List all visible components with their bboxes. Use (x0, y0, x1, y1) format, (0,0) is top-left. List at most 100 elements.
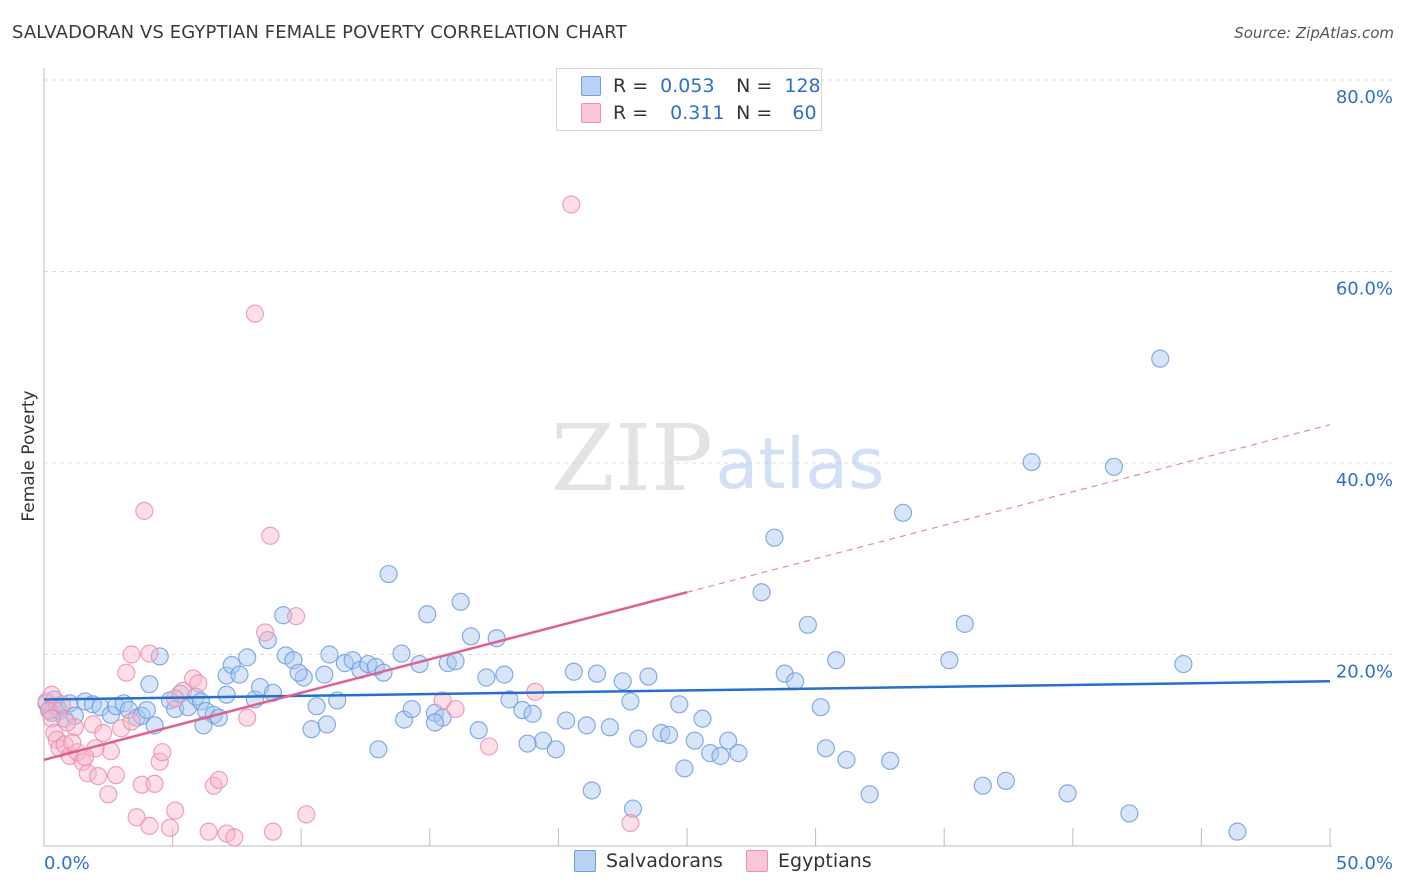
salvadoran-point (500, 690, 519, 709)
legend-r-label: R = (613, 75, 649, 97)
egyptian-point (112, 719, 131, 738)
salvadoran-point (837, 750, 856, 769)
egyptian-point (297, 805, 316, 824)
salvadoran-point (587, 664, 607, 683)
salvadoran-point (132, 706, 151, 725)
salvadoran-point (719, 731, 738, 750)
salvadoran-point (860, 785, 879, 804)
egyptian-point (140, 816, 159, 835)
salvadoran-point (659, 725, 679, 745)
salvadoran-point (765, 528, 784, 547)
egyptian-point (286, 607, 306, 626)
salvadoran-point (670, 695, 689, 714)
egyptian-point (479, 737, 499, 756)
salvadoran-point (623, 799, 643, 818)
salvadoran-point (320, 645, 339, 664)
salvadoran-point (343, 651, 362, 670)
salvadoran-point (140, 675, 159, 694)
egyptian-point (263, 822, 283, 841)
egyptian-point (446, 699, 465, 719)
salvadoran-point (629, 729, 648, 748)
egyptian-point (58, 713, 77, 732)
salvadoran-point (302, 720, 321, 739)
legend-r-label: R = (613, 102, 649, 124)
egyptian-point (225, 828, 244, 847)
salvadoran-point (557, 711, 576, 730)
salvadoran-point (217, 685, 236, 704)
y-tick-label: 20.0% (1336, 662, 1393, 683)
watermark-zip: ZIP (551, 405, 713, 512)
egyptians-points (37, 195, 640, 847)
salvadoran-point (827, 651, 846, 670)
egyptian-trend-line (43, 591, 688, 762)
bottom-legend-egyptians: Egyptians (746, 850, 872, 872)
salvadoran-point (701, 744, 720, 763)
salvadoran-point (477, 668, 496, 687)
salvadoran-point (996, 771, 1016, 790)
salvadoran-point (392, 644, 411, 663)
legend-row-salvadorans: R = 0.053 N = 128 (581, 74, 821, 98)
source-label: Source: ZipAtlas.com (1234, 24, 1394, 42)
salvadoran-point (775, 664, 794, 683)
salvadoran-point (495, 665, 514, 684)
salvadoran-point (798, 615, 817, 634)
egyptian-point (117, 663, 136, 682)
egyptian-point (127, 808, 146, 827)
salvadoran-point (101, 705, 120, 724)
y-axis-label: Female Poverty (19, 390, 39, 521)
salvadoran-point (379, 564, 398, 584)
salvadoran-point (785, 672, 805, 691)
salvadoran-point (693, 709, 712, 728)
salvadoran-point (425, 713, 445, 732)
salvadoran-point (238, 648, 257, 667)
salvadoran-point (194, 716, 213, 735)
watermark: ZIP atlas (551, 405, 885, 512)
egyptian-point (189, 674, 208, 693)
x-tick-label-min: 0.0% (44, 853, 90, 874)
salvadoran-point (685, 731, 704, 750)
salvadoran-point (518, 734, 537, 753)
legend-row-egyptians: R = 0.311 N = 60 (581, 101, 817, 125)
salvadoran-point (222, 655, 241, 675)
salvadoran-point (150, 647, 169, 666)
egyptian-point (238, 708, 257, 727)
egyptian-point (73, 752, 92, 771)
trend-lines (43, 424, 1331, 762)
salvadoran-point (752, 583, 771, 602)
bottom-legend-swatch-blue (574, 850, 596, 872)
salvadoran-point (533, 731, 553, 750)
salvadoran-point (317, 715, 337, 734)
egyptian-point (166, 801, 185, 820)
egyptian-point (88, 767, 108, 786)
salvadoran-point (513, 700, 532, 720)
salvadoran-point (973, 776, 992, 795)
salvadoran-point (1174, 654, 1193, 674)
egyptian-point (122, 645, 141, 664)
salvadoran-point (600, 718, 619, 737)
salvadoran-point (137, 700, 156, 720)
salvadoran-point (469, 721, 488, 740)
salvadoran-point (711, 746, 730, 766)
egyptian-point (122, 712, 141, 731)
egyptian-point (42, 709, 61, 728)
salvadoran-point (582, 781, 601, 800)
egyptian-point (63, 733, 82, 752)
salvadoran-point (881, 751, 900, 770)
salvadoran-point (230, 665, 249, 684)
bottom-legend-label: Egyptians (778, 850, 872, 872)
egyptian-point (145, 774, 164, 793)
tick-labels: 20.0% 40.0% 60.0% 80.0% 0.0% 50.0% (44, 87, 1393, 874)
salvadoran-point (523, 704, 542, 723)
salvadoran-point (315, 665, 334, 684)
salvadoran-point (940, 651, 959, 670)
salvadoran-point (893, 503, 913, 522)
egyptian-point (153, 743, 172, 762)
egyptian-point (160, 818, 180, 837)
salvadoran-point (274, 606, 293, 625)
salvadoran-point (621, 692, 640, 711)
salvadoran-point (418, 605, 437, 624)
egyptian-point (199, 822, 218, 841)
stats-legend: R = 0.053 N = 128 R = 0.311 N = 60 (556, 68, 822, 131)
legend-n-value: 128 (784, 75, 821, 97)
